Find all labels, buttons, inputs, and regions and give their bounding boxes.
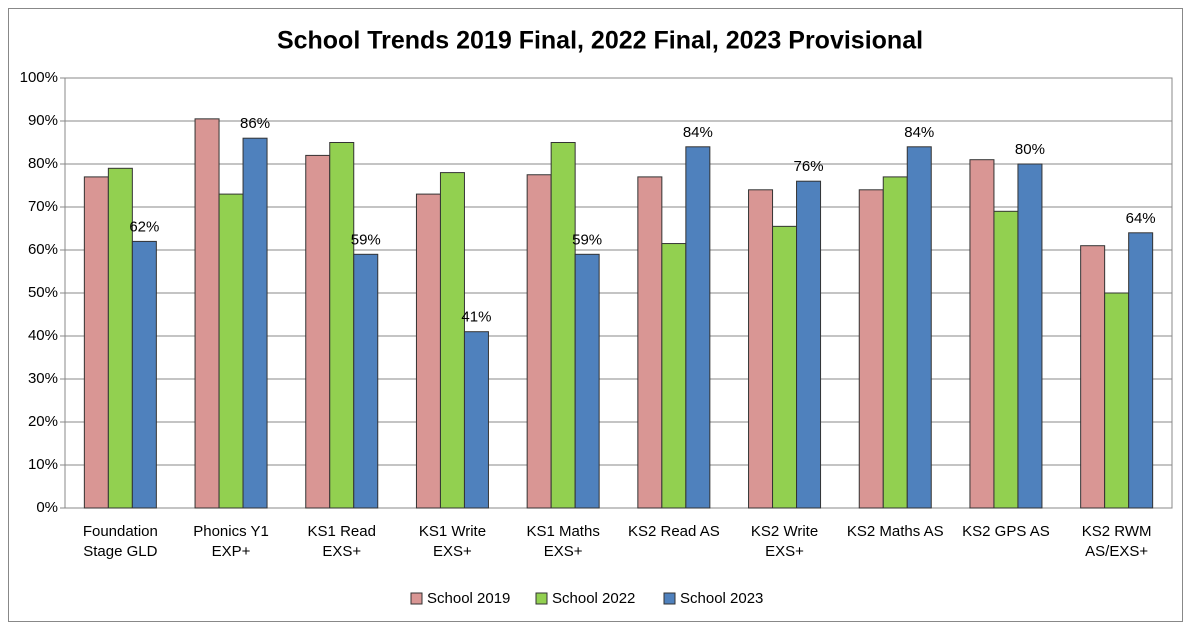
data-label: 64% (1126, 210, 1156, 227)
y-tick-label: 50% (28, 284, 58, 301)
x-tick-label: KS1 Write EXS+ (418, 523, 487, 560)
bar (969, 159, 995, 509)
bar (83, 176, 109, 509)
bar (218, 193, 244, 509)
legend-swatch (535, 592, 548, 605)
bar (637, 176, 663, 509)
x-tick-label: KS2 GPS AS (962, 523, 1050, 540)
legend-label: School 2023 (680, 590, 763, 607)
x-tick-label: KS2 Write EXS+ (750, 523, 819, 560)
bar (748, 189, 774, 509)
bar (1104, 292, 1130, 509)
bar (882, 176, 908, 509)
y-tick-label: 100% (20, 69, 58, 86)
x-tick-label: KS2 RWM AS/EXS+ (1081, 523, 1152, 560)
data-label: 86% (240, 115, 270, 132)
bar (131, 240, 157, 509)
data-label: 59% (572, 231, 602, 248)
chart-title: School Trends 2019 Final, 2022 Final, 20… (277, 27, 923, 55)
x-tick-label: KS2 Maths AS (846, 523, 944, 540)
y-tick-label: 70% (28, 198, 58, 215)
data-label: 76% (794, 158, 824, 175)
bar (685, 146, 711, 509)
bar (305, 154, 331, 509)
bar (107, 167, 133, 509)
y-tick-label: 30% (28, 370, 58, 387)
bar (858, 189, 884, 509)
bar (329, 142, 355, 509)
bar (1080, 245, 1106, 509)
x-tick-label: Phonics Y1 EXP+ (193, 523, 269, 560)
bar (1017, 163, 1043, 509)
data-label: 84% (904, 124, 934, 141)
data-label: 84% (683, 124, 713, 141)
data-label: 62% (129, 218, 159, 235)
x-tick-label: KS1 Maths EXS+ (526, 523, 600, 560)
bar (661, 243, 687, 509)
bar (194, 118, 220, 509)
bar (906, 146, 932, 509)
x-tick-label: KS2 Read AS (627, 523, 720, 540)
bar (772, 225, 798, 509)
y-tick-label: 90% (28, 112, 58, 129)
x-tick-label: Foundation Stage GLD (82, 523, 158, 560)
bar (463, 331, 489, 509)
y-tick-label: 80% (28, 155, 58, 172)
y-tick-label: 0% (36, 499, 58, 516)
bar (574, 253, 600, 509)
data-label: 41% (461, 309, 491, 326)
legend-label: School 2019 (427, 590, 510, 607)
y-tick-label: 60% (28, 241, 58, 258)
bar (526, 174, 552, 509)
bar (796, 180, 822, 509)
bar (550, 142, 576, 509)
bar (1128, 232, 1154, 509)
legend-swatch (663, 592, 676, 605)
bar (439, 172, 465, 509)
bar (415, 193, 441, 509)
legend-label: School 2022 (552, 590, 635, 607)
legend-swatch (410, 592, 423, 605)
y-tick-label: 10% (28, 456, 58, 473)
data-label: 59% (351, 231, 381, 248)
bar (993, 210, 1019, 509)
y-tick-label: 20% (28, 413, 58, 430)
y-tick-label: 40% (28, 327, 58, 344)
data-label: 80% (1015, 141, 1045, 158)
x-tick-label: KS1 Read EXS+ (307, 523, 376, 560)
bar (353, 253, 379, 509)
bar (242, 137, 268, 509)
